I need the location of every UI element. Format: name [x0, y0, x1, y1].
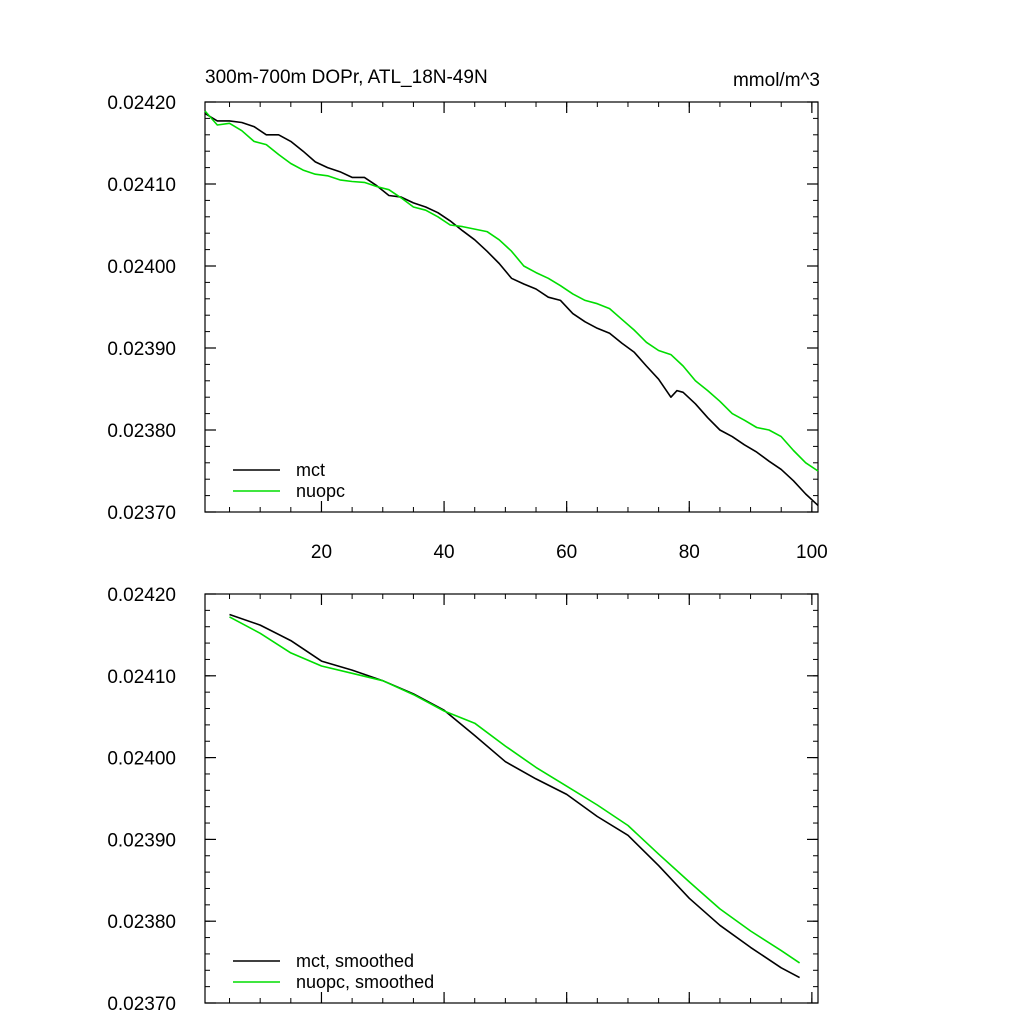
y-tick-label: 0.02380 [107, 421, 176, 442]
legend-label: mct, smoothed [296, 951, 414, 971]
y-tick-label: 0.02420 [107, 93, 176, 114]
y-tick-label: 0.02370 [107, 503, 176, 524]
plot-frame [204, 593, 819, 1004]
x-tick-label: 40 [433, 542, 454, 563]
series-line-nuopc [204, 110, 819, 472]
units-label: mmol/m^3 [733, 70, 820, 91]
bottom-panel: 0.02420 0.02410 0.02400 0.02390 0.02380 0.023… [107, 585, 819, 1015]
y-tick-label: 0.02400 [107, 749, 176, 770]
y-tick-label: 0.02420 [107, 585, 176, 606]
y-tick-label: 0.02380 [107, 912, 176, 933]
y-tick-label: 0.02390 [107, 339, 176, 360]
series-line-mct [204, 112, 819, 506]
chart-title: 300m-700m DOPr, ATL_18N-49N [205, 67, 488, 88]
series-line-nuopc [229, 616, 801, 964]
legend-label: nuopc [296, 481, 345, 501]
y-tick-label: 0.02390 [107, 830, 176, 851]
series-line-mct [229, 613, 800, 979]
x-tick-label: 60 [556, 542, 577, 563]
top-panel: 0.02420 0.02410 0.02400 0.02390 0.02380 0.023… [107, 93, 827, 563]
legend-label: mct [296, 460, 325, 480]
legend-label: nuopc, smoothed [296, 972, 434, 992]
x-tick-label: 20 [311, 542, 332, 563]
y-tick-label: 0.02370 [107, 994, 176, 1015]
x-tick-label: 80 [679, 542, 700, 563]
plot-frame [204, 101, 819, 513]
y-tick-label: 0.02410 [107, 667, 176, 688]
y-tick-label: 0.02410 [107, 175, 176, 196]
x-tick-label: 100 [796, 542, 828, 563]
y-tick-label: 0.02400 [107, 257, 176, 278]
